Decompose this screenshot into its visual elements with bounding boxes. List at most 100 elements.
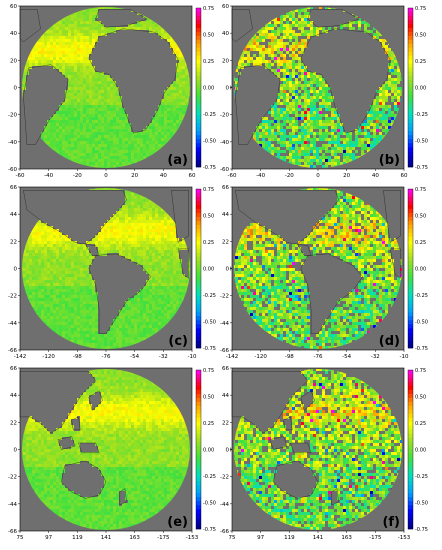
data-cell bbox=[83, 244, 86, 247]
data-cell bbox=[155, 235, 158, 238]
data-cell bbox=[182, 102, 185, 105]
data-cell bbox=[89, 15, 92, 18]
data-cell bbox=[298, 60, 301, 63]
data-cell bbox=[71, 96, 74, 99]
data-cell bbox=[283, 54, 286, 57]
data-cell bbox=[71, 141, 74, 144]
data-cell bbox=[113, 108, 116, 111]
data-cell bbox=[397, 69, 400, 72]
data-cell bbox=[104, 135, 107, 138]
colorbar-segment bbox=[408, 8, 413, 13]
data-cell bbox=[170, 226, 173, 229]
data-cell bbox=[86, 18, 89, 21]
data-cell bbox=[283, 93, 286, 96]
data-cell bbox=[44, 247, 47, 250]
data-cell bbox=[298, 96, 301, 99]
data-cell bbox=[77, 90, 80, 93]
data-cell bbox=[77, 147, 80, 150]
data-cell bbox=[104, 111, 107, 114]
data-cell bbox=[77, 36, 80, 39]
data-cell bbox=[268, 147, 271, 150]
data-cell bbox=[98, 96, 101, 99]
data-cell bbox=[337, 117, 340, 120]
data-cell bbox=[164, 33, 167, 36]
data-cell bbox=[373, 114, 376, 117]
data-cell bbox=[56, 126, 59, 129]
data-cell bbox=[86, 69, 89, 72]
data-cell bbox=[179, 72, 182, 75]
data-cell bbox=[113, 99, 116, 102]
data-cell bbox=[68, 42, 71, 45]
data-cell bbox=[385, 87, 388, 90]
data-cell bbox=[89, 27, 92, 30]
data-cell bbox=[298, 126, 301, 129]
data-cell bbox=[253, 63, 256, 66]
data-cell bbox=[304, 66, 307, 69]
data-cell bbox=[50, 235, 53, 238]
data-cell bbox=[92, 114, 95, 117]
data-cell bbox=[268, 132, 271, 135]
data-cell bbox=[149, 24, 152, 27]
data-cell bbox=[283, 60, 286, 63]
data-cell bbox=[280, 144, 283, 147]
data-cell bbox=[122, 208, 125, 211]
data-cell bbox=[29, 235, 32, 238]
data-cell bbox=[292, 57, 295, 60]
data-cell bbox=[286, 15, 289, 18]
data-cell bbox=[176, 114, 179, 117]
data-cell bbox=[379, 126, 382, 129]
data-cell bbox=[92, 33, 95, 36]
data-cell bbox=[161, 117, 164, 120]
data-cell bbox=[65, 141, 68, 144]
data-cell bbox=[271, 24, 274, 27]
data-cell bbox=[143, 220, 146, 223]
data-cell bbox=[143, 226, 146, 229]
data-cell bbox=[176, 90, 179, 93]
data-cell bbox=[56, 244, 59, 247]
data-cell bbox=[83, 12, 86, 15]
data-cell bbox=[77, 15, 80, 18]
data-cell bbox=[152, 141, 155, 144]
data-cell bbox=[71, 114, 74, 117]
data-cell bbox=[44, 54, 47, 57]
data-cell bbox=[116, 229, 119, 232]
data-cell bbox=[167, 87, 170, 90]
data-cell bbox=[382, 111, 385, 114]
data-cell bbox=[80, 60, 83, 63]
data-cell bbox=[119, 241, 122, 244]
data-cell bbox=[292, 144, 295, 147]
data-cell bbox=[176, 87, 179, 90]
data-cell bbox=[116, 162, 119, 165]
data-cell bbox=[65, 39, 68, 42]
data-cell bbox=[298, 69, 301, 72]
data-cell bbox=[56, 66, 59, 69]
data-cell bbox=[83, 144, 86, 147]
data-cell bbox=[107, 27, 110, 30]
data-cell bbox=[128, 144, 131, 147]
data-cell bbox=[107, 138, 110, 141]
data-cell bbox=[283, 36, 286, 39]
data-cell bbox=[110, 27, 113, 30]
data-cell bbox=[376, 90, 379, 93]
data-cell bbox=[185, 75, 188, 78]
data-cell bbox=[44, 36, 47, 39]
data-cell bbox=[83, 72, 86, 75]
data-cell bbox=[59, 57, 62, 60]
data-cell bbox=[44, 126, 47, 129]
data-cell bbox=[283, 42, 286, 45]
data-cell bbox=[271, 129, 274, 132]
data-cell bbox=[122, 108, 125, 111]
data-cell bbox=[295, 18, 298, 21]
data-cell bbox=[173, 223, 176, 226]
data-cell bbox=[176, 108, 179, 111]
data-cell bbox=[322, 81, 325, 84]
data-cell bbox=[289, 48, 292, 51]
data-cell bbox=[62, 135, 65, 138]
data-cell bbox=[134, 141, 137, 144]
data-cell bbox=[337, 132, 340, 135]
data-cell bbox=[185, 69, 188, 72]
data-cell bbox=[98, 7, 101, 9]
data-cell bbox=[47, 129, 50, 132]
data-cell bbox=[119, 111, 122, 114]
data-cell bbox=[65, 129, 68, 132]
